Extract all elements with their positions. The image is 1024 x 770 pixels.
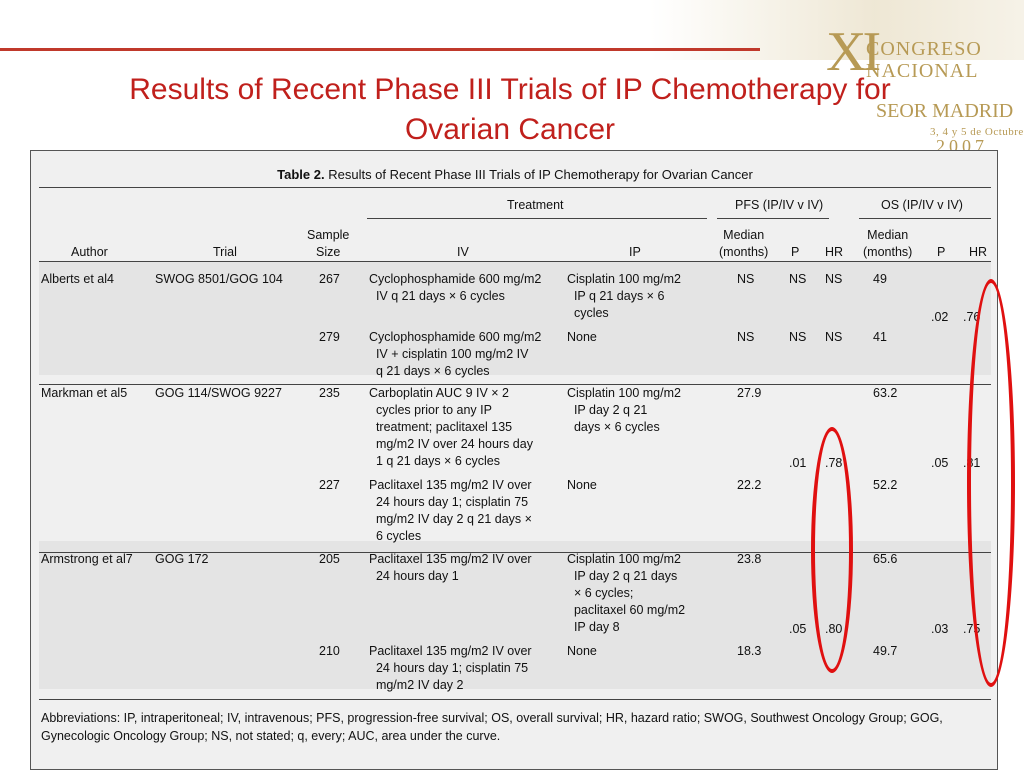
- slide-title-line-1: Results of Recent Phase III Trials of IP…: [129, 73, 891, 106]
- column-header: Median (months): [863, 228, 913, 259]
- logo-line-1: CONGRESO: [866, 38, 982, 60]
- cell-sample-size: 205: [319, 552, 340, 566]
- logo-line-2: NACIONAL: [866, 60, 979, 82]
- hr-highlight-ellipse-os: [967, 279, 1015, 687]
- os-rule: [859, 218, 991, 219]
- table-rule: [39, 261, 991, 262]
- header-pfs: PFS (IP/IV v IV): [735, 198, 824, 212]
- cell-ip: Cisplatin 100 mg/m2 IP day 2 q 21 days ×…: [567, 386, 681, 434]
- column-header: HR: [825, 245, 844, 259]
- cell-trial: GOG 114/SWOG 9227: [155, 386, 282, 400]
- cell-sample-size: 267: [319, 272, 340, 286]
- pfs-rule: [717, 218, 829, 219]
- slide-title: Results of Recent Phase III Trials of IP…: [40, 70, 980, 150]
- results-table: Table 2. Results of Recent Phase III Tri…: [39, 159, 1015, 769]
- table-rule: [39, 699, 991, 700]
- cell-sample-size: 235: [319, 386, 340, 400]
- cell-sample-size: 279: [319, 330, 340, 344]
- header-os: OS (IP/IV v IV): [881, 198, 963, 212]
- cell-sample-size: 227: [319, 478, 340, 492]
- cell-ip: Cisplatin 100 mg/m2 IP q 21 days × 6 cyc…: [567, 272, 681, 320]
- cell-pfs-median: 27.9: [737, 386, 762, 400]
- cell-os-p: .03: [931, 622, 949, 636]
- cell-ip: Cisplatin 100 mg/m2 IP day 2 q 21 days ×…: [567, 552, 686, 634]
- logo-roman-numeral: XI: [826, 21, 881, 83]
- results-table-image: Table 2. Results of Recent Phase III Tri…: [30, 150, 1015, 770]
- cell-os-p: .02: [931, 310, 949, 324]
- cell-os-p: .05: [931, 456, 949, 470]
- cell-os-median: 49.7: [873, 644, 898, 658]
- cell-ip: None: [567, 330, 597, 344]
- cell-ip: None: [567, 478, 597, 492]
- cell-pfs-median: NS: [737, 330, 755, 344]
- cell-sample-size: 210: [319, 644, 340, 658]
- hr-highlight-ellipse-pfs: [811, 427, 853, 673]
- cell-os-median: 52.2: [873, 478, 898, 492]
- cell-pfs-median: 22.2: [737, 478, 762, 492]
- cell-pfs-p: NS: [789, 330, 807, 344]
- cell-iv: Paclitaxel 135 mg/m2 IV over 24 hours da…: [369, 552, 532, 583]
- cell-trial: SWOG 8501/GOG 104: [155, 272, 283, 286]
- cell-os-median: 65.6: [873, 552, 898, 566]
- logo-line-4: 3, 4 y 5 de Octubre: [930, 126, 1024, 138]
- cell-author: Markman et al5: [41, 386, 128, 400]
- cell-trial: GOG 172: [155, 552, 209, 566]
- cell-pfs-p: .05: [789, 622, 807, 636]
- column-header: HR: [969, 245, 988, 259]
- cell-pfs-p: .01: [789, 456, 807, 470]
- cell-pfs-median: 18.3: [737, 644, 762, 658]
- logo-line-3: SEOR MADRID: [876, 100, 1014, 122]
- column-header: Sample Size: [307, 228, 350, 259]
- cell-pfs-p: NS: [789, 272, 807, 286]
- cell-iv: Paclitaxel 135 mg/m2 IV over 24 hours da…: [369, 478, 532, 543]
- table-rule: [39, 552, 991, 553]
- cell-author: Armstrong et al7: [41, 552, 133, 566]
- column-header: IV: [457, 245, 469, 259]
- cell-iv: Cyclophosphamide 600 mg/m2 IV + cisplati…: [369, 330, 542, 378]
- top-divider-line: [0, 48, 760, 51]
- cell-os-median: 41: [873, 330, 887, 344]
- table-caption-label: Table 2.: [277, 167, 325, 182]
- cell-pfs-median: 23.8: [737, 552, 762, 566]
- slide-title-line-2: Ovarian Cancer: [404, 113, 616, 146]
- column-header: Trial: [213, 245, 237, 259]
- cell-iv: Carboplatin AUC 9 IV × 2 cycles prior to…: [369, 386, 533, 468]
- table-footnote: Abbreviations: IP, intraperitoneal; IV, …: [41, 711, 943, 743]
- cell-pfs-hr: NS: [825, 330, 843, 344]
- cell-pfs-median: NS: [737, 272, 755, 286]
- column-header: Author: [71, 245, 108, 259]
- cell-os-median: 63.2: [873, 386, 898, 400]
- cell-iv: Cyclophosphamide 600 mg/m2 IV q 21 days …: [369, 272, 542, 303]
- column-header: IP: [629, 245, 641, 259]
- table-rule: [39, 384, 991, 385]
- column-header: P: [937, 245, 946, 259]
- cell-author: Alberts et al4: [41, 272, 114, 286]
- cell-ip: None: [567, 644, 597, 658]
- column-header: P: [791, 245, 800, 259]
- cell-iv: Paclitaxel 135 mg/m2 IV over 24 hours da…: [369, 644, 532, 692]
- cell-pfs-hr: NS: [825, 272, 843, 286]
- table-caption: Table 2. Results of Recent Phase III Tri…: [39, 167, 991, 182]
- header-treatment: Treatment: [507, 198, 564, 212]
- row-band: [39, 261, 991, 375]
- table-caption-text: Results of Recent Phase III Trials of IP…: [328, 167, 753, 182]
- cell-os-median: 49: [873, 272, 887, 286]
- table-rule: [39, 187, 991, 188]
- column-header: Median (months): [719, 228, 769, 259]
- treatment-rule: [367, 218, 707, 219]
